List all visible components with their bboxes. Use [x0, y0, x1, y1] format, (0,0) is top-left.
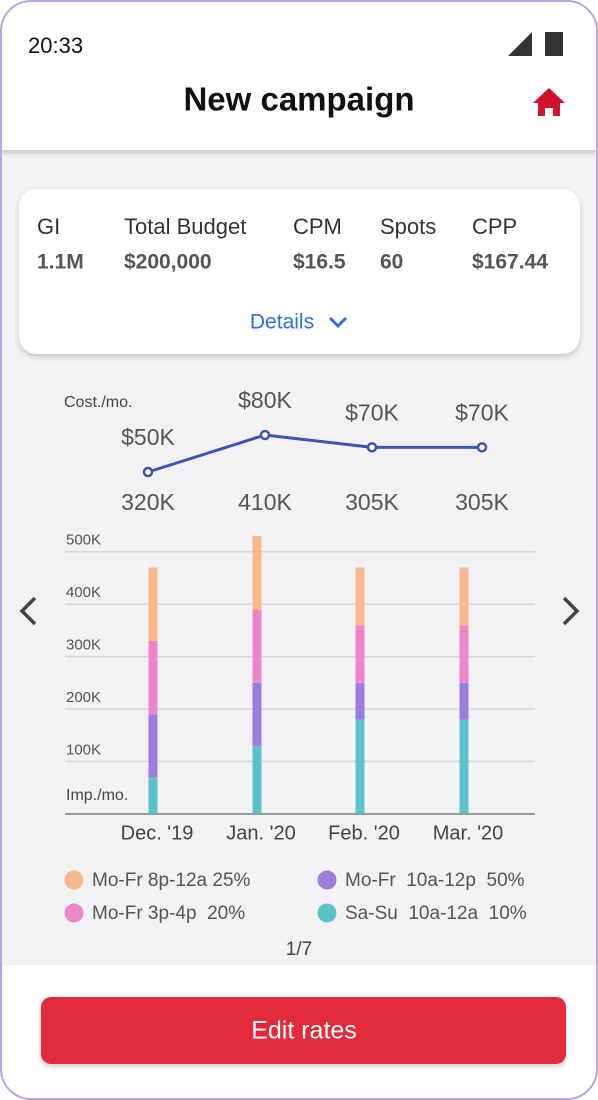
summary-card — [19, 189, 580, 354]
chevron-down — [328, 316, 348, 329]
edit-rates-button[interactable] — [41, 997, 566, 1064]
metric-value: 60 — [380, 251, 403, 274]
bar-segment — [148, 567, 158, 641]
cost-point — [142, 466, 154, 478]
y-axis-label: Cost./mo. — [64, 394, 132, 411]
legend-swatch — [64, 870, 84, 890]
legend-swatch — [317, 903, 337, 923]
metric-label: CPP — [472, 214, 517, 239]
prev-arrow[interactable] — [19, 596, 37, 626]
y-axis-label: Imp./mo. — [66, 787, 128, 804]
bar-segment — [148, 714, 158, 778]
home-button[interactable] — [533, 88, 565, 116]
legend-label: Mo-Fr 3p-4p 20% — [92, 903, 245, 924]
cost-label: $70K — [345, 399, 399, 425]
impressions-label: 410K — [238, 489, 292, 515]
y-tick-label: 400K — [66, 584, 101, 601]
bar-segment — [355, 567, 365, 626]
bar-segment — [252, 536, 262, 610]
bar-segment — [252, 682, 262, 746]
x-tick-label: Feb. '20 — [328, 822, 400, 844]
cost-point — [476, 442, 488, 453]
signal-icon — [508, 32, 532, 56]
header-bar — [1, 1, 597, 150]
details-link[interactable]: Details — [250, 311, 314, 334]
bar-segment — [459, 625, 469, 683]
cost-label: $70K — [455, 399, 509, 425]
bar-segment — [459, 567, 469, 626]
metric-label: Spots — [380, 214, 436, 239]
y-tick-label: 500K — [66, 532, 101, 549]
metric-label: CPM — [293, 214, 342, 239]
metric-value: 1.1M — [37, 251, 84, 274]
cost-point — [366, 442, 378, 453]
cost-point — [259, 429, 271, 441]
bar-segment — [355, 625, 365, 683]
metric-label: GI — [37, 214, 60, 239]
x-tick-label: Jan. '20 — [226, 822, 295, 844]
impressions-label: 305K — [455, 489, 509, 515]
details-toggle[interactable]: Details — [250, 311, 348, 334]
y-tick-label: 100K — [66, 742, 101, 759]
cost-label: $50K — [121, 424, 175, 450]
y-tick-label: 300K — [66, 637, 101, 654]
page-title: New campaign — [183, 81, 414, 118]
button-label: Edit rates — [251, 1017, 357, 1045]
pagination: 1/7 — [286, 939, 312, 960]
battery-icon — [545, 32, 563, 56]
y-tick-label: 200K — [66, 689, 101, 706]
next-arrow[interactable] — [562, 596, 580, 626]
legend-label: Mo-Fr 10a-12p 50% — [345, 870, 525, 891]
x-tick-label: Dec. '19 — [121, 822, 194, 844]
status-time: 20:33 — [28, 33, 83, 58]
legend-label: Mo-Fr 8p-12a 25% — [92, 870, 251, 891]
bar-segment — [355, 682, 365, 720]
cost-label: $80K — [238, 387, 292, 413]
metric-value: $16.5 — [293, 251, 346, 274]
cost-line — [147, 433, 482, 474]
metric-label: Total Budget — [124, 214, 246, 239]
impressions-label: 305K — [345, 489, 399, 515]
bar-segment — [252, 745, 262, 814]
impressions-label: 320K — [121, 489, 175, 515]
bar-segment — [355, 719, 365, 814]
bar-segment — [459, 682, 469, 720]
bar-segment — [459, 719, 469, 814]
metric-value: $167.44 — [472, 251, 548, 274]
legend-swatch — [64, 903, 84, 923]
legend-swatch — [317, 870, 337, 890]
legend-label: Sa-Su 10a-12a 10% — [345, 903, 527, 924]
bar-segment — [148, 640, 158, 715]
metric-value: $200,000 — [124, 251, 212, 274]
bar-segment — [252, 609, 262, 683]
bar-segment — [148, 777, 158, 814]
x-tick-label: Mar. '20 — [433, 822, 504, 844]
